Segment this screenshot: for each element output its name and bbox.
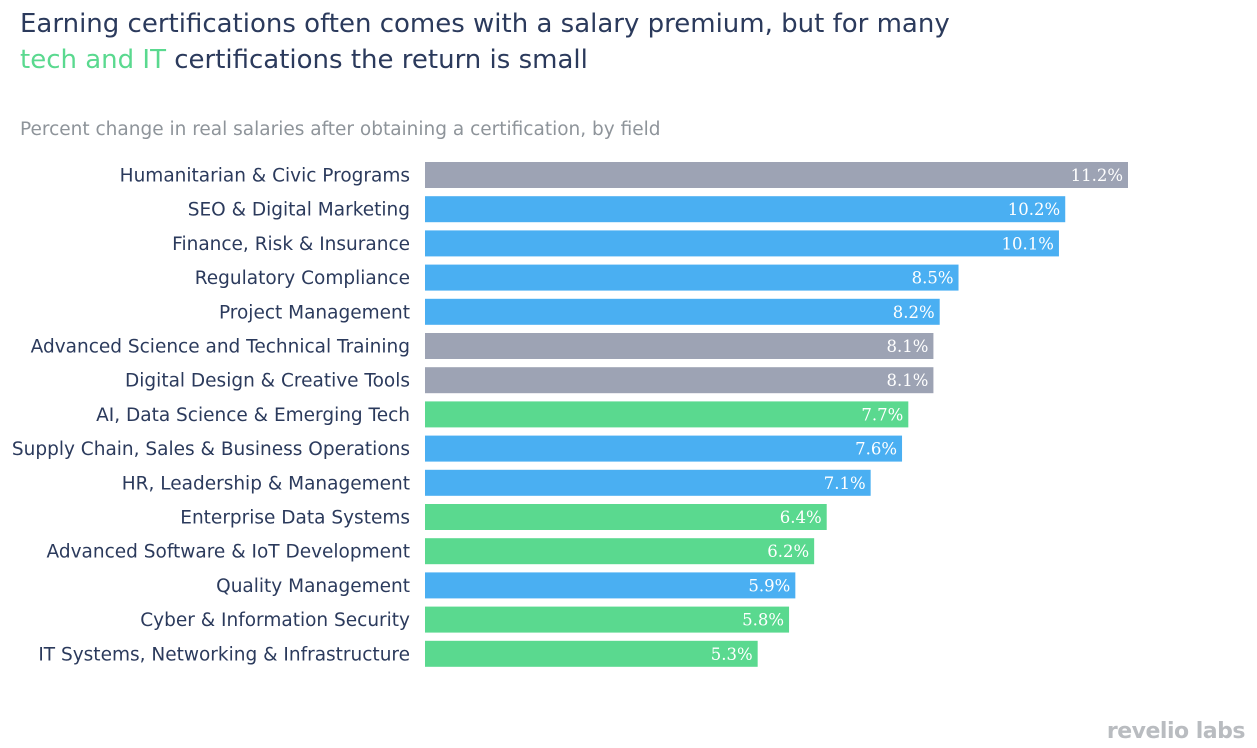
value-label: 8.1% bbox=[886, 371, 928, 390]
bar bbox=[425, 606, 790, 633]
category-label: IT Systems, Networking & Infrastructure bbox=[38, 644, 410, 665]
title-line1: Earning certifications often comes with … bbox=[20, 9, 950, 39]
bar bbox=[425, 196, 1066, 223]
value-label: 6.2% bbox=[767, 542, 809, 561]
value-label: 8.1% bbox=[886, 337, 928, 356]
category-label: Humanitarian & Civic Programs bbox=[120, 166, 410, 187]
title-line2-rest: certifications the return is small bbox=[165, 45, 588, 75]
chart-subtitle: Percent change in real salaries after ob… bbox=[20, 119, 661, 140]
category-label: Advanced Software & IoT Development bbox=[47, 542, 411, 563]
value-label: 5.8% bbox=[742, 611, 784, 630]
bar bbox=[425, 298, 940, 325]
category-label: Regulatory Compliance bbox=[195, 268, 410, 289]
bar bbox=[425, 504, 827, 530]
bar bbox=[425, 640, 758, 667]
value-label: 5.3% bbox=[711, 645, 753, 664]
category-label: Project Management bbox=[219, 302, 410, 323]
category-label: Enterprise Data Systems bbox=[180, 508, 410, 529]
bar bbox=[425, 367, 934, 394]
value-label: 10.2% bbox=[1008, 200, 1060, 219]
value-label: 7.1% bbox=[824, 474, 866, 493]
value-label: 11.2% bbox=[1071, 166, 1123, 185]
category-label: Finance, Risk & Insurance bbox=[172, 234, 410, 255]
category-label: Supply Chain, Sales & Business Operation… bbox=[12, 439, 410, 460]
category-label: Quality Management bbox=[216, 576, 410, 597]
category-label: HR, Leadership & Management bbox=[122, 473, 410, 494]
value-label: 7.7% bbox=[861, 405, 903, 424]
value-label: 7.6% bbox=[855, 440, 897, 459]
category-label: Digital Design & Creative Tools bbox=[125, 371, 410, 392]
bar bbox=[425, 333, 934, 359]
chart-title: Earning certifications often comes with … bbox=[20, 6, 950, 78]
category-label: Cyber & Information Security bbox=[140, 610, 410, 631]
bar bbox=[425, 230, 1059, 257]
category-label: SEO & Digital Marketing bbox=[188, 200, 410, 221]
value-label: 8.5% bbox=[912, 269, 954, 288]
bar bbox=[425, 401, 909, 428]
revelio-labs-logo: revelio labs bbox=[1106, 719, 1246, 744]
category-label: AI, Data Science & Emerging Tech bbox=[96, 405, 410, 426]
value-label: 10.1% bbox=[1002, 234, 1054, 253]
bar bbox=[425, 572, 796, 599]
value-label: 5.9% bbox=[748, 576, 790, 595]
bar bbox=[425, 435, 903, 462]
bar bbox=[425, 469, 871, 496]
category-label: Advanced Science and Technical Training bbox=[31, 337, 410, 358]
bar bbox=[425, 538, 815, 565]
value-label: 6.4% bbox=[780, 508, 822, 527]
value-label: 8.2% bbox=[893, 303, 935, 322]
bar bbox=[425, 162, 1128, 188]
bar bbox=[425, 264, 959, 291]
title-highlight: tech and IT bbox=[20, 45, 166, 75]
